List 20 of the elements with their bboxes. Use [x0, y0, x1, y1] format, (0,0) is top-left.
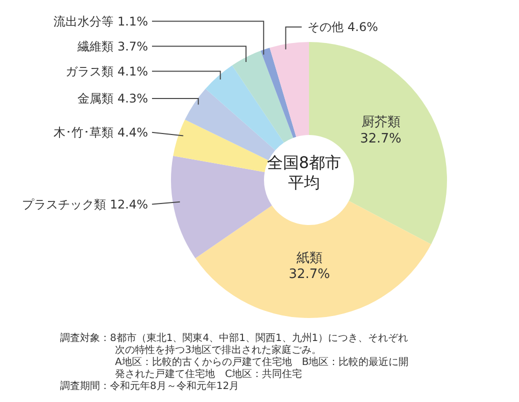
donut-slice: [270, 42, 309, 137]
donut-slice: [205, 65, 284, 150]
donut-slice: [232, 50, 294, 143]
slice-label: ガラス類 4.1%: [66, 64, 148, 78]
data-label: 32.7%: [288, 267, 330, 282]
text: 調査期間：令和元年8月～令和元年12月: [60, 381, 240, 393]
text: 全国8都市平均: [266, 153, 342, 193]
slice-label: 繊維類 3.7%: [76, 39, 148, 54]
slice-label: プラスチック類 12.4%: [22, 197, 148, 212]
slice-label: 厨芥類: [361, 115, 400, 130]
slice-label: その他 4.6%: [308, 20, 378, 34]
donut-slice: [260, 48, 296, 138]
slice-label: 金属類 4.3%: [78, 92, 148, 106]
slice-label: 木･竹･草類 4.4%: [54, 126, 148, 140]
slice-label: 紙類: [296, 250, 322, 266]
donut-slice: [173, 120, 269, 172]
text: 調査対象：8都市（東北1、関東4、中部1、関西1、九州1）につき、それぞれ次の特性を持つ3地区で排出された家庭ごみ。 A地区：比較的古くからの戸建て住宅地 B地区：比較的最近に開発された戸建て住宅地 C地区：共同住宅: [60, 333, 410, 380]
donut-slice: [195, 200, 432, 318]
data-label: 32.7%: [360, 131, 402, 146]
slice-label: 流出水分等 1.1%: [54, 14, 148, 28]
